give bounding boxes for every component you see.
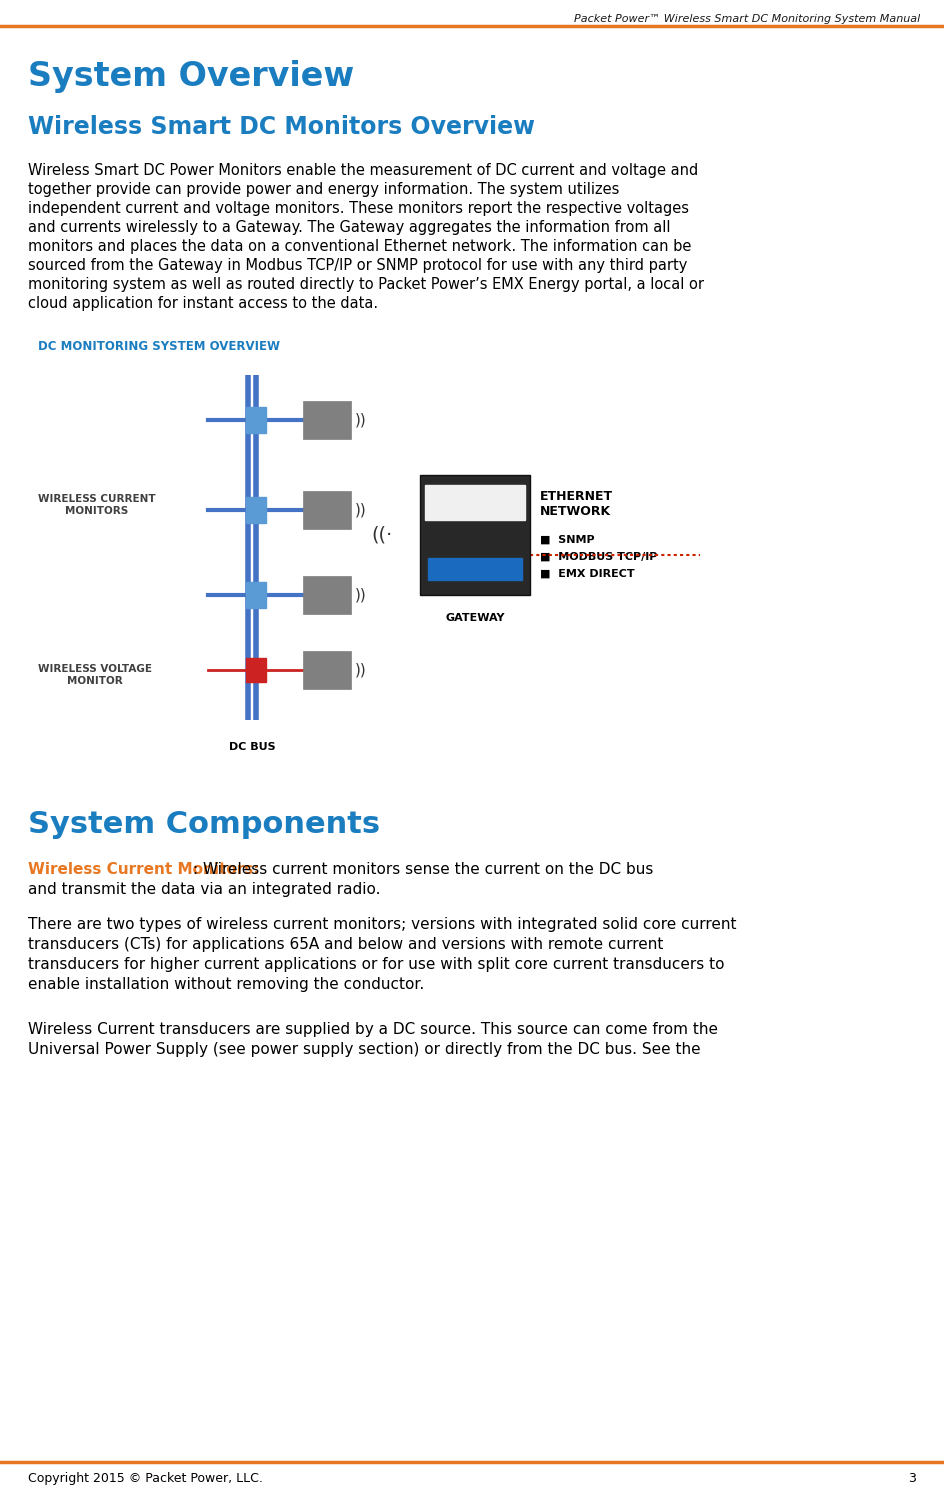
Bar [246,658,266,682]
Bar [303,490,351,529]
Text: GATEWAY: GATEWAY [446,613,505,623]
Bar [246,496,266,523]
Text: and currents wirelessly to a Gateway. The Gateway aggregates the information fro: and currents wirelessly to a Gateway. Th… [28,220,670,235]
Text: Wireless Smart DC Power Monitors enable the measurement of DC current and voltag: Wireless Smart DC Power Monitors enable … [28,163,699,178]
Text: Universal Power Supply (see power supply section) or directly from the DC bus. S: Universal Power Supply (see power supply… [28,1042,700,1057]
Text: WIRELESS VOLTAGE
MONITOR: WIRELESS VOLTAGE MONITOR [38,664,152,686]
Text: ((·: ((· [371,526,393,544]
Text: and transmit the data via an integrated radio.: and transmit the data via an integrated … [28,882,380,897]
Text: )): )) [355,588,367,602]
Text: transducers for higher current applications or for use with split core current t: transducers for higher current applicati… [28,957,724,972]
Text: independent current and voltage monitors. These monitors report the respective v: independent current and voltage monitors… [28,200,689,215]
Text: Wireless Smart DC Monitors Overview: Wireless Smart DC Monitors Overview [28,115,535,139]
Text: Copyright 2015 © Packet Power, LLC.: Copyright 2015 © Packet Power, LLC. [28,1473,262,1485]
Bar [246,582,266,608]
Bar [246,407,266,434]
Text: enable installation without removing the conductor.: enable installation without removing the… [28,978,424,993]
Text: together provide can provide power and energy information. The system utilizes: together provide can provide power and e… [28,182,619,197]
Text: WIRELESS CURRENT
MONITORS: WIRELESS CURRENT MONITORS [38,495,156,516]
Text: DC BUS: DC BUS [228,742,276,752]
Bar [425,484,525,520]
Text: DC MONITORING SYSTEM OVERVIEW: DC MONITORING SYSTEM OVERVIEW [38,339,280,353]
Text: ■  MODBUS TCP/IP: ■ MODBUS TCP/IP [540,552,657,562]
Text: )): )) [355,662,367,677]
Text: sourced from the Gateway in Modbus TCP/IP or SNMP protocol for use with any thir: sourced from the Gateway in Modbus TCP/I… [28,259,687,274]
Text: System Components: System Components [28,810,380,839]
Text: System Overview: System Overview [28,60,354,93]
Text: Wireless Current transducers are supplied by a DC source. This source can come f: Wireless Current transducers are supplie… [28,1023,718,1038]
Bar [303,650,351,689]
Text: ■  EMX DIRECT: ■ EMX DIRECT [540,570,634,579]
Text: ■  SNMP: ■ SNMP [540,535,595,546]
Bar [303,576,351,614]
Text: monitoring system as well as routed directly to Packet Power’s EMX Energy portal: monitoring system as well as routed dire… [28,277,704,292]
Text: Wireless Current Monitors:: Wireless Current Monitors: [28,863,260,878]
Text: 3: 3 [908,1473,916,1485]
Text: ETHERNET
NETWORK: ETHERNET NETWORK [540,490,613,517]
Text: cloud application for instant access to the data.: cloud application for instant access to … [28,296,379,311]
Text: )): )) [355,502,367,517]
Text: Packet Power™ Wireless Smart DC Monitoring System Manual: Packet Power™ Wireless Smart DC Monitori… [574,13,920,24]
Text: There are two types of wireless current monitors; versions with integrated solid: There are two types of wireless current … [28,916,736,931]
Text: monitors and places the data on a conventional Ethernet network. The information: monitors and places the data on a conven… [28,239,691,254]
Text: : Wireless current monitors sense the current on the DC bus: : Wireless current monitors sense the cu… [194,863,653,878]
Text: )): )) [355,413,367,428]
Bar [303,401,351,440]
Text: transducers (CTs) for applications 65A and below and versions with remote curren: transducers (CTs) for applications 65A a… [28,937,664,952]
Bar [428,558,522,580]
FancyBboxPatch shape [420,475,530,595]
